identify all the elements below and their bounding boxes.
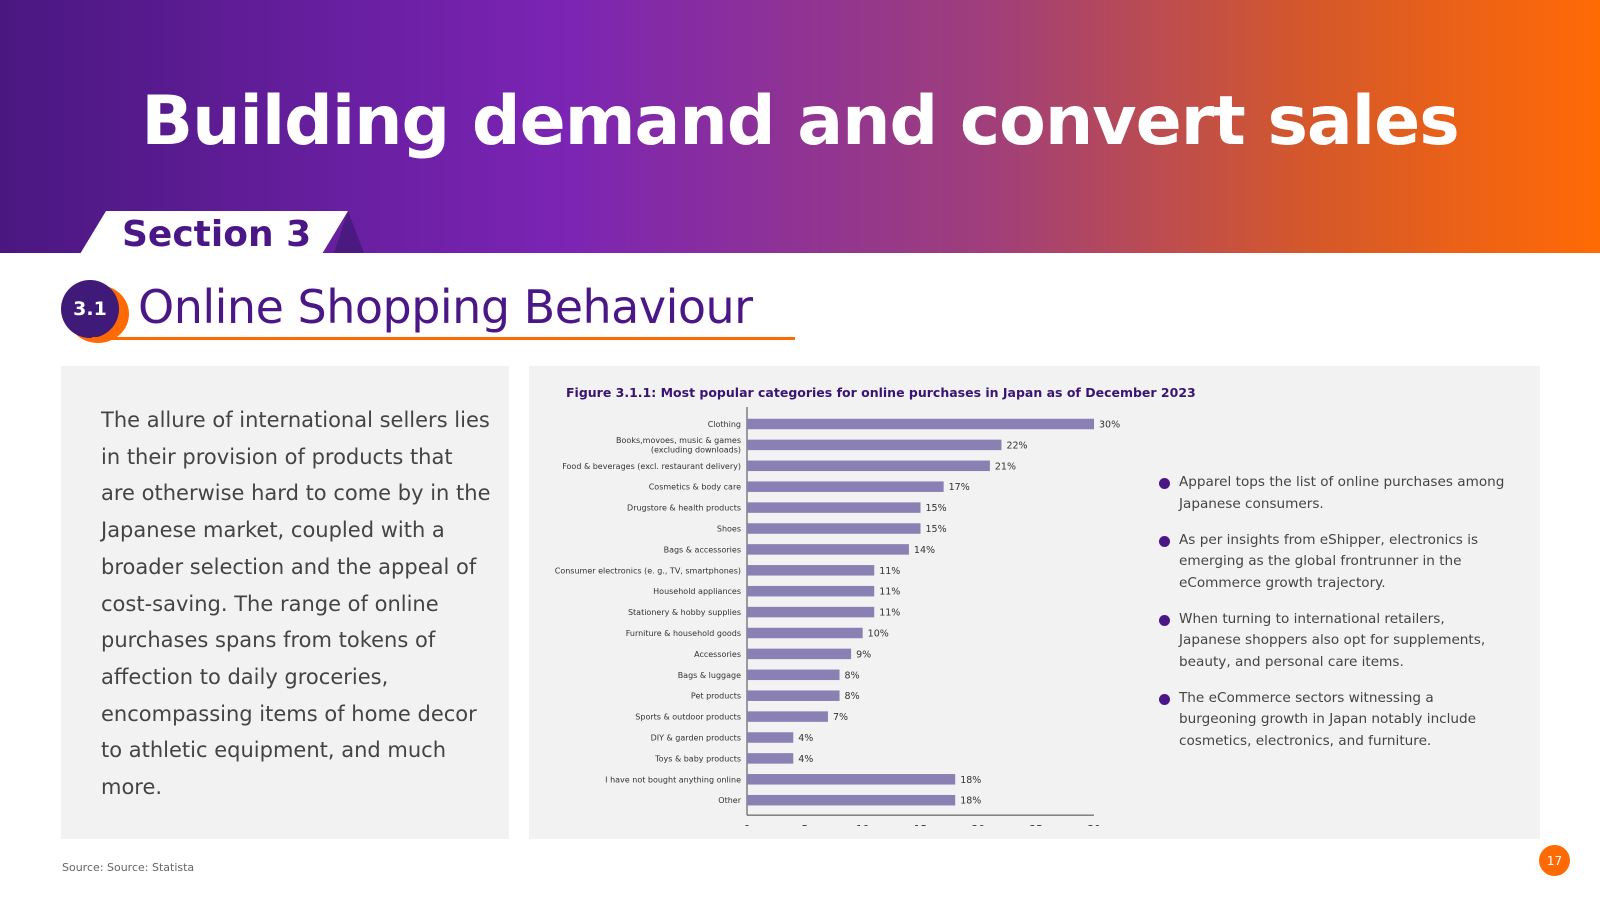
category-label: Other <box>718 796 741 805</box>
category-label: Cosmetics & body care <box>649 483 741 492</box>
bar-value-label: 11% <box>879 566 900 577</box>
subsection-number-badge: 3.1 <box>61 280 119 338</box>
bar-value-label: 8% <box>845 691 860 702</box>
header-banner: Building demand and convert sales <box>0 0 1600 253</box>
category-label: Toys & baby products <box>654 754 741 763</box>
bar <box>747 774 956 785</box>
bar <box>747 523 921 534</box>
bar <box>747 565 875 576</box>
bullet-dot-icon <box>1159 614 1170 626</box>
bullet-dot-icon <box>1159 478 1170 489</box>
category-label: Sports & outdoor products <box>635 713 741 722</box>
section-label: Section 3 <box>122 214 312 255</box>
bar <box>747 544 909 555</box>
bar-value-label: 4% <box>798 733 813 744</box>
chart-card <box>529 366 1540 839</box>
source-note: Source: Source: Statista <box>62 861 195 874</box>
x-tick-label: 20 <box>972 824 985 826</box>
category-label: Books,movoes, music & games (excluding do… <box>616 436 741 455</box>
bar-value-label: 21% <box>995 461 1016 472</box>
category-label: Consumer electronics (e. g., TV, smartph… <box>555 566 741 575</box>
bar <box>747 481 944 492</box>
bullet-item: When turning to international retailers,… <box>1159 609 1509 674</box>
bullet-text: As per insights from eShipper, electroni… <box>1179 531 1479 591</box>
bar <box>747 753 794 764</box>
bullet-item: The eCommerce sectors witnessing a burge… <box>1159 688 1509 753</box>
bar-value-label: 14% <box>914 545 935 556</box>
category-label: Drugstore & health products <box>627 504 741 513</box>
category-label: Accessories <box>694 650 741 659</box>
bar-value-label: 30% <box>1099 420 1120 431</box>
page-number: 17 <box>1539 845 1570 876</box>
bar <box>747 418 1094 430</box>
bar <box>747 711 828 722</box>
category-label: Household appliances <box>653 587 741 596</box>
bullet-text: Apparel tops the list of online purchase… <box>1179 474 1505 512</box>
bar-value-label: 7% <box>833 712 848 723</box>
bar <box>747 669 840 681</box>
category-label: Food & beverages (excl. restaurant deliv… <box>562 462 741 471</box>
bar-value-label: 11% <box>879 587 900 598</box>
bar-value-label: 22% <box>1006 440 1027 451</box>
x-tick-label: 10 <box>856 824 869 826</box>
bar-value-label: 10% <box>868 629 889 640</box>
bar-value-label: 4% <box>798 754 813 765</box>
insight-bullets: Apparel tops the list of online purchase… <box>1159 472 1509 767</box>
bar <box>747 794 956 806</box>
section-tab <box>80 211 348 254</box>
x-tick-label: 15 <box>914 824 927 826</box>
subsection-title: Online Shopping Behaviour <box>138 280 753 334</box>
bullet-dot-icon <box>1159 535 1170 547</box>
bar-value-label: 11% <box>879 608 900 619</box>
bar-value-label: 8% <box>845 670 860 681</box>
category-label: I have not bought anything online <box>605 775 741 784</box>
category-label: DIY & garden products <box>651 734 741 743</box>
subsection-underline <box>92 337 795 340</box>
bar <box>747 732 794 743</box>
bar-value-label: 15% <box>926 503 947 514</box>
category-label: Furniture & household goods <box>626 629 741 638</box>
bar <box>747 585 875 597</box>
x-tick-label: 25 <box>1029 824 1042 826</box>
bar-value-label: 18% <box>960 796 981 807</box>
bar-value-label: 9% <box>856 649 871 660</box>
x-tick-label: 30 <box>1087 824 1100 826</box>
bar <box>747 690 840 701</box>
bar <box>747 648 852 660</box>
intro-card: The allure of international sellers lies… <box>61 366 509 839</box>
bar <box>747 627 863 639</box>
figure-title: Figure 3.1.1: Most popular categories fo… <box>566 385 1196 400</box>
category-label: Bags & luggage <box>678 671 741 680</box>
bullet-item: Apparel tops the list of online purchase… <box>1159 472 1509 515</box>
category-label: Shoes <box>717 525 741 534</box>
bar-value-label: 18% <box>960 775 981 786</box>
bar <box>747 606 875 618</box>
page-title: Building demand and convert sales <box>141 82 1459 161</box>
category-label: Pet products <box>691 692 741 701</box>
x-tick-label: 5 <box>801 824 808 826</box>
intro-paragraph: The allure of international sellers lies… <box>101 408 491 800</box>
bullet-text: The eCommerce sectors witnessing a burge… <box>1179 689 1477 749</box>
bar-value-label: 15% <box>926 524 947 535</box>
category-label: Clothing <box>708 420 741 429</box>
bullet-item: As per insights from eShipper, electroni… <box>1159 530 1509 595</box>
bar <box>747 439 1002 451</box>
category-label: Bags & accessories <box>664 545 741 554</box>
bar <box>747 460 990 472</box>
bar-chart: 30% Clothing 22% Books,movoes, music & game… <box>555 407 1120 826</box>
category-label: Stationery & hobby supplies <box>628 608 741 617</box>
bar-value-label: 17% <box>949 482 970 493</box>
x-tick-label: 0 <box>744 824 751 826</box>
bullet-text: When turning to international retailers,… <box>1179 610 1486 670</box>
bar <box>747 502 921 513</box>
bullet-dot-icon <box>1159 693 1170 705</box>
